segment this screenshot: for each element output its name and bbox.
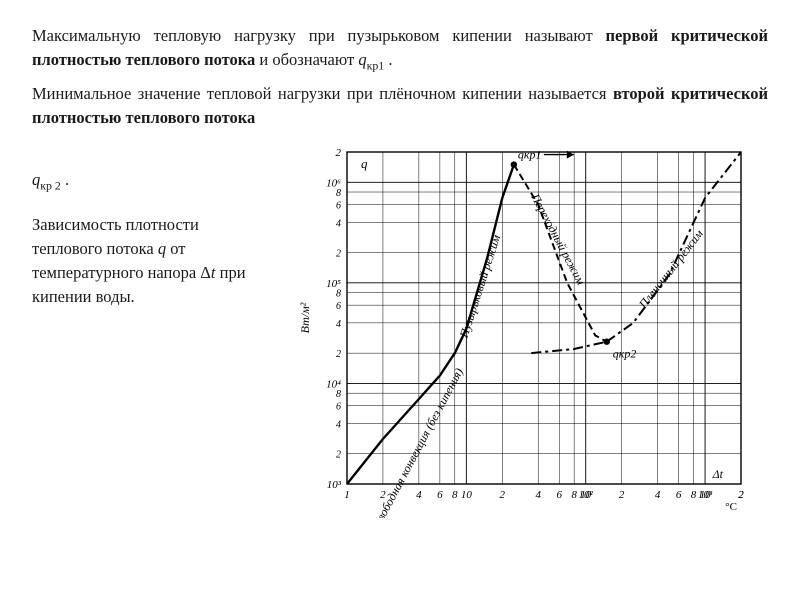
svg-text:6: 6 <box>556 489 562 501</box>
p1-sym: q <box>358 50 366 69</box>
svg-text:4: 4 <box>336 219 341 230</box>
svg-text:10³: 10³ <box>327 479 342 491</box>
caption: Зависимость плотности теплового потока q… <box>32 213 262 309</box>
svg-text:6: 6 <box>336 201 341 212</box>
svg-text:8: 8 <box>336 188 341 199</box>
svg-text:1: 1 <box>344 489 350 501</box>
svg-text:10³: 10³ <box>698 489 713 501</box>
svg-text:10²: 10² <box>579 489 594 501</box>
svg-text:8: 8 <box>452 489 458 501</box>
svg-text:8: 8 <box>336 289 341 300</box>
svg-text:6: 6 <box>336 301 341 312</box>
side-column: qкр 2 . Зависимость плотности теплового … <box>32 138 262 518</box>
svg-text:qкр2: qкр2 <box>613 347 637 361</box>
svg-text:6: 6 <box>336 402 341 413</box>
paragraph-2: Минимальное значение тепловой нагрузки п… <box>32 82 768 130</box>
svg-text:2: 2 <box>619 489 625 501</box>
cap-q: q <box>158 239 166 258</box>
svg-text:8: 8 <box>691 489 697 501</box>
svg-text:10: 10 <box>461 489 473 501</box>
p2-end: . <box>61 170 69 189</box>
svg-text:2: 2 <box>336 249 341 260</box>
svg-text:2: 2 <box>336 147 342 159</box>
svg-text:Δt: Δt <box>712 467 724 481</box>
lower-row: qкр 2 . Зависимость плотности теплового … <box>32 138 768 518</box>
svg-text:8: 8 <box>336 389 341 400</box>
svg-text:2: 2 <box>336 450 341 461</box>
p1-pre: Максимальную тепловую нагрузку при пузыр… <box>32 26 606 45</box>
svg-text:qкр1: qкр1 <box>518 148 542 162</box>
svg-text:Вт/м²: Вт/м² <box>298 303 312 334</box>
svg-text:6: 6 <box>437 489 443 501</box>
p2-pre: Минимальное значение тепловой нагрузки п… <box>32 84 613 103</box>
p1-post: и обозначают <box>255 50 358 69</box>
chart-column: 1246810246810246810210²10³2Δt°C10³10⁴10⁵… <box>278 138 768 518</box>
svg-text:4: 4 <box>535 489 541 501</box>
svg-text:2: 2 <box>336 349 341 360</box>
svg-text:2: 2 <box>500 489 506 501</box>
p1-sub: кр1 <box>367 58 385 72</box>
svg-text:6: 6 <box>676 489 682 501</box>
boiling-curve-chart: 1246810246810246810210²10³2Δt°C10³10⁴10⁵… <box>293 138 753 518</box>
svg-text:q: q <box>361 156 368 171</box>
svg-text:2: 2 <box>738 489 744 501</box>
svg-text:4: 4 <box>655 489 661 501</box>
svg-text:4: 4 <box>336 319 341 330</box>
p1-end: . <box>384 50 392 69</box>
svg-text:°C: °C <box>725 501 737 513</box>
svg-text:8: 8 <box>571 489 577 501</box>
p2-sub: кр 2 <box>40 179 61 193</box>
qcr2-inline: qкр 2 . <box>32 168 262 195</box>
p2-sym: q <box>32 170 40 189</box>
svg-text:4: 4 <box>336 420 341 431</box>
paragraph-1: Максимальную тепловую нагрузку при пузыр… <box>32 24 768 74</box>
svg-text:4: 4 <box>416 489 422 501</box>
